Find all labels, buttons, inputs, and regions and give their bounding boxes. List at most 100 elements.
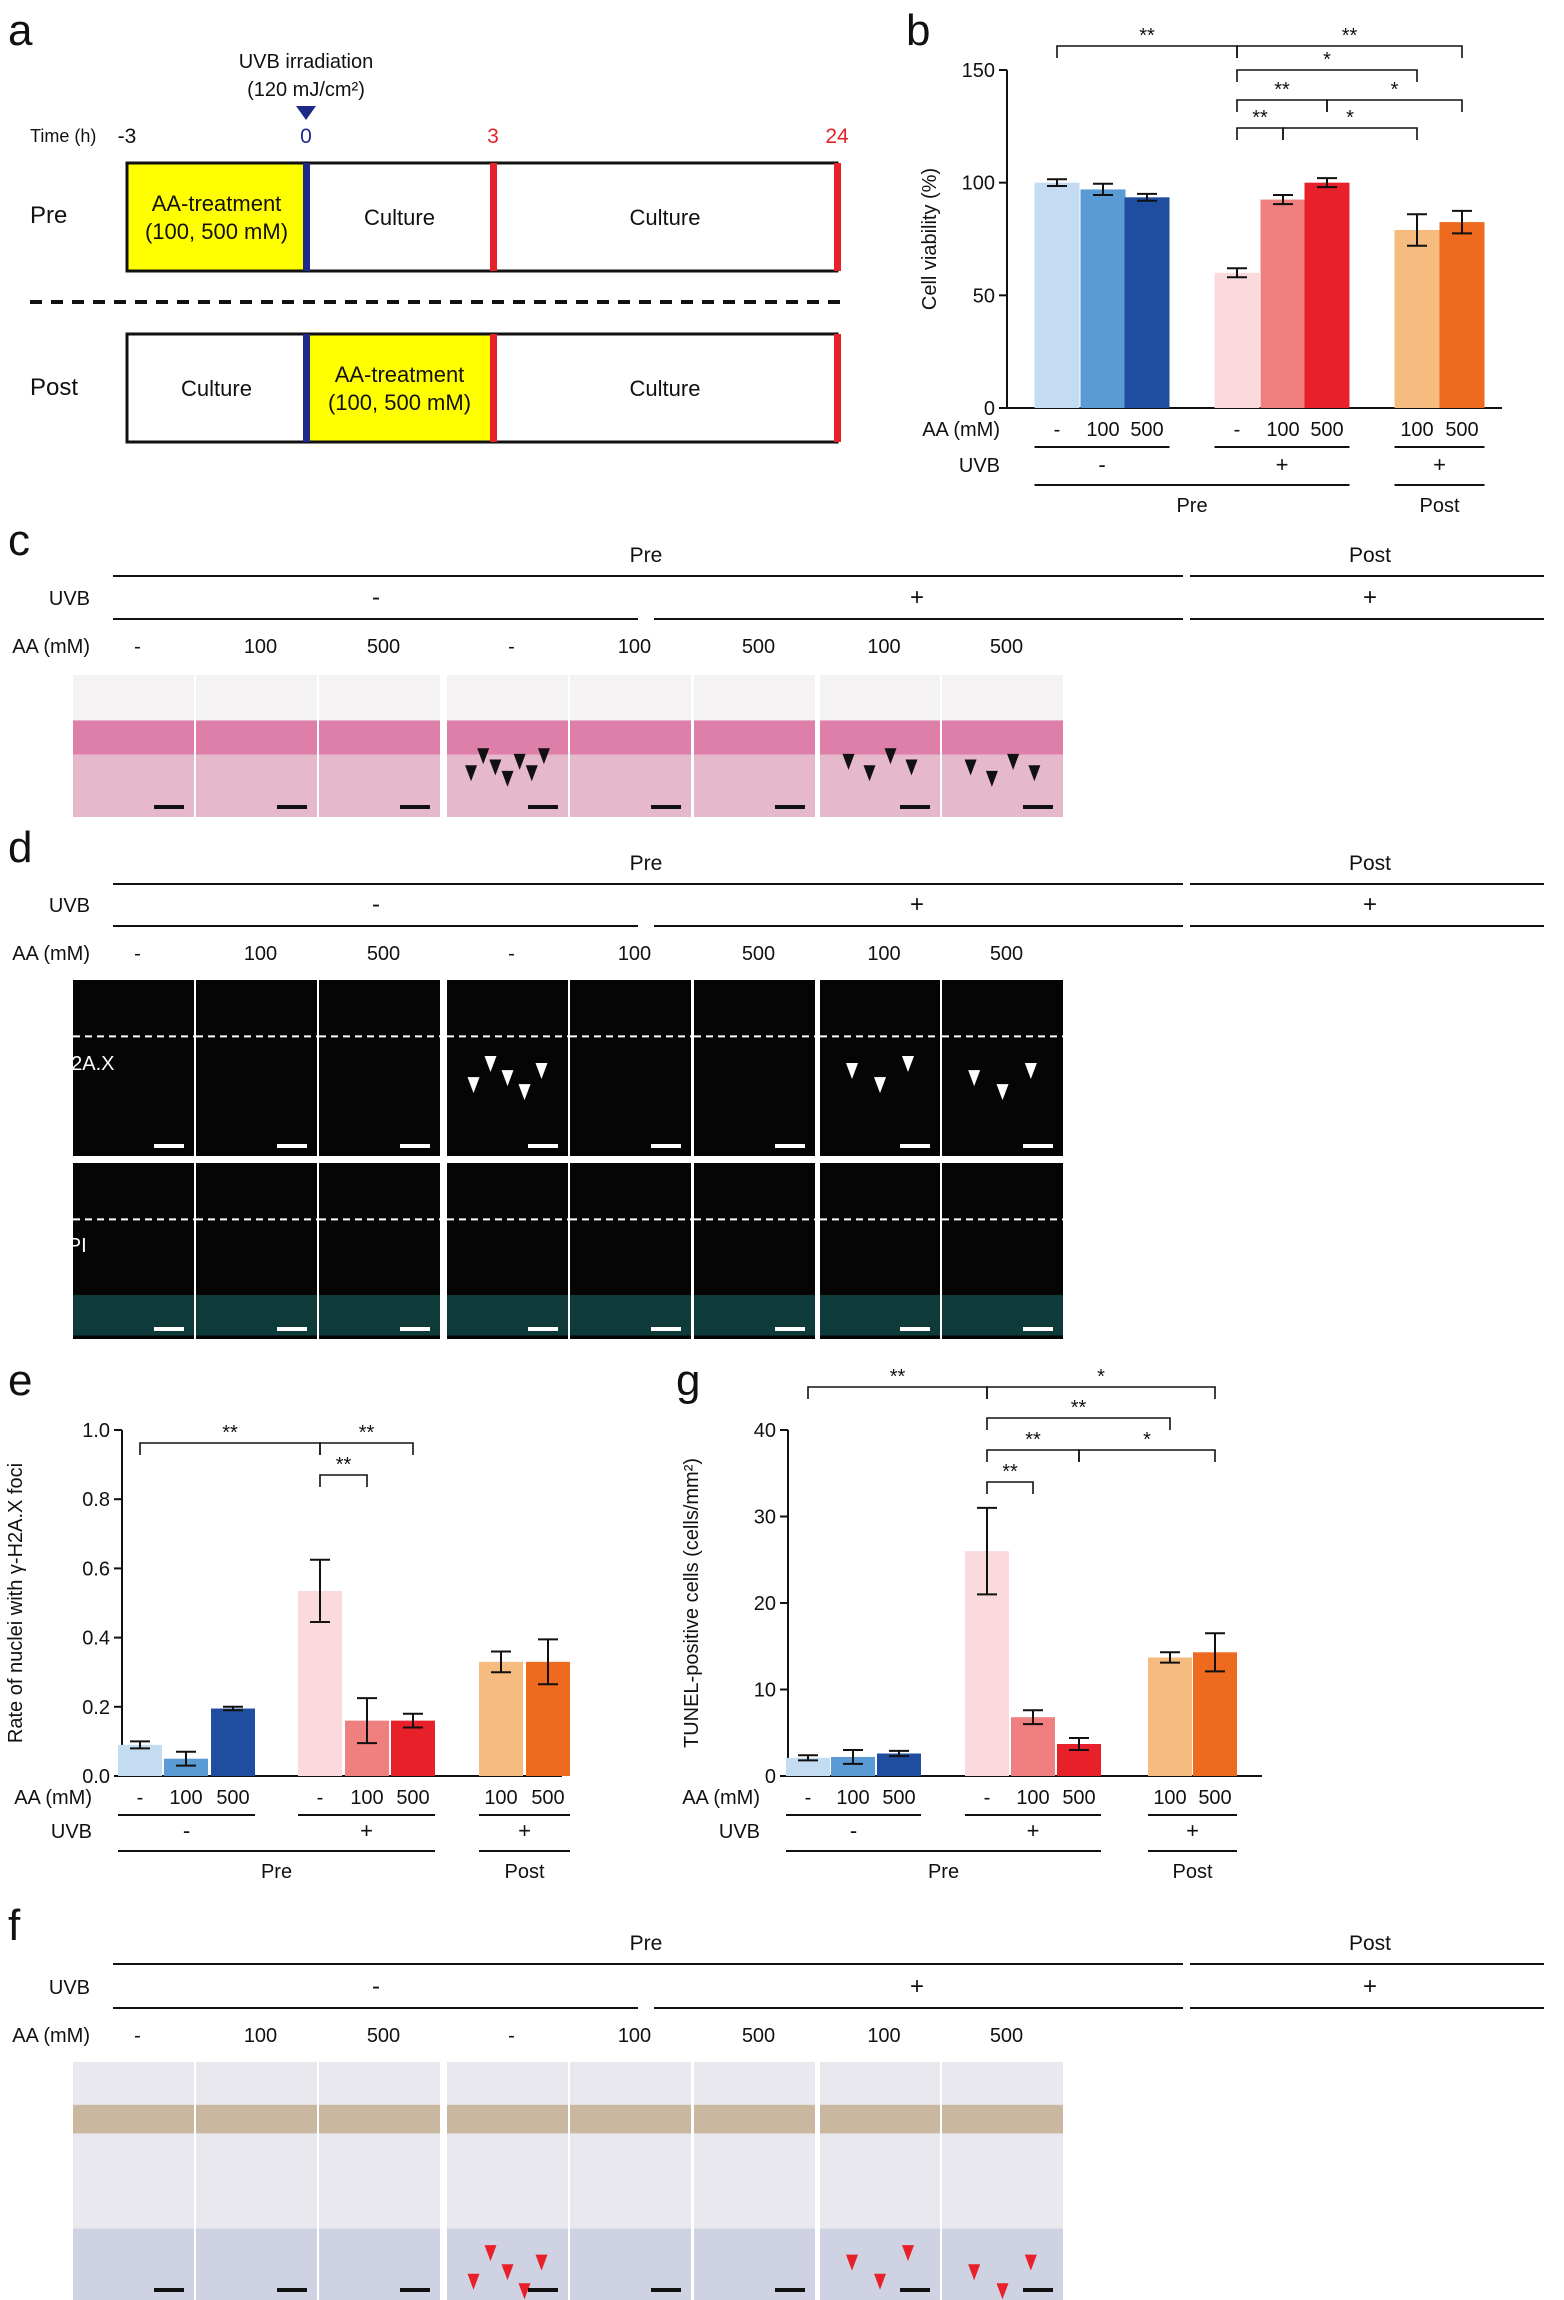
aa-value: 100 <box>484 1787 517 1809</box>
post-label: Post <box>1172 1861 1212 1883</box>
uvb-value: - <box>372 891 380 918</box>
aa-value: 500 <box>1310 419 1343 441</box>
arrowhead-marker <box>501 1070 514 1087</box>
y-tick-label: 0 <box>984 398 995 420</box>
aa-value: 100 <box>867 636 900 658</box>
arrowhead-marker <box>489 759 502 776</box>
gh2ax-image <box>319 980 440 1156</box>
y-tick-label: 0.8 <box>82 1489 110 1511</box>
y-tick-label: 30 <box>754 1507 776 1529</box>
timeline-segment <box>306 334 493 442</box>
significance-bracket <box>986 1386 1216 1399</box>
significance-bracket <box>319 1474 368 1487</box>
arrowhead-marker <box>985 770 998 787</box>
arrowhead-marker <box>902 2245 914 2262</box>
scale-bar <box>651 2288 681 2292</box>
bar <box>1034 182 1080 408</box>
significance-bracket <box>1056 45 1238 58</box>
aa-label: AA (mM) <box>12 943 90 965</box>
aa-value: 500 <box>1445 419 1478 441</box>
y-tick-label: 50 <box>973 285 995 307</box>
uvb-value: - <box>1098 452 1105 477</box>
arrowhead-marker <box>467 1077 480 1094</box>
uvb-value: - <box>850 1818 857 1843</box>
bar <box>1080 189 1126 408</box>
time-label: Time (h) <box>30 126 96 146</box>
arrowhead-marker <box>1007 753 1020 770</box>
aa-value: 100 <box>618 2025 651 2047</box>
y-tick-label: 1.0 <box>82 1420 110 1442</box>
y-axis-label: Rate of nuclei with γ-H2A.X foci <box>5 1463 27 1743</box>
bar <box>1148 1657 1192 1776</box>
arrowhead-marker <box>513 753 526 770</box>
bar <box>164 1758 208 1776</box>
scale-bar <box>154 805 184 809</box>
panel-c-he-images: Pre Post UVB - + + AA (mM) - 100 500 - 100 500 100 500 <box>12 544 1544 817</box>
uvb-row-label: UVB <box>959 455 1000 477</box>
scale-bar <box>277 2288 307 2292</box>
uvb-value: + <box>360 1818 373 1843</box>
scale-bar <box>528 805 558 809</box>
arrowhead-marker <box>884 748 897 765</box>
y-tick-label: 40 <box>754 1420 776 1442</box>
significance-bracket <box>1326 99 1463 112</box>
pre-label: Pre <box>630 544 663 567</box>
aa-value: 100 <box>867 2025 900 2047</box>
significance-label: ** <box>1071 1397 1087 1419</box>
aa-value: 100 <box>1086 419 1119 441</box>
tunel-stratum-corneum <box>447 2104 568 2134</box>
arrowhead-marker <box>874 2273 886 2290</box>
aa-value: 100 <box>836 1787 869 1809</box>
bar <box>1193 1652 1237 1776</box>
panel-letter: e <box>8 1356 32 1405</box>
uvb-value: + <box>910 584 924 611</box>
aa-row-label: AA (mM) <box>682 1787 760 1809</box>
significance-bracket <box>986 1417 1171 1430</box>
arrowhead-marker <box>484 2245 497 2262</box>
scale-bar <box>154 1144 184 1148</box>
arrowhead-marker <box>1024 1063 1037 1080</box>
aa-label: AA (mM) <box>12 2025 90 2047</box>
aa-value: 500 <box>1130 419 1163 441</box>
scale-bar <box>400 805 430 809</box>
time-tick: 3 <box>487 125 499 148</box>
uvb-value: + <box>910 891 924 918</box>
hour24-marker-line <box>834 163 841 271</box>
arrowhead-marker <box>863 765 876 782</box>
scale-bar <box>900 1327 930 1331</box>
segment-label: Culture <box>181 376 252 401</box>
uvb-value: + <box>1276 452 1289 477</box>
significance-bracket <box>1236 127 1284 140</box>
y-tick-label: 150 <box>962 60 995 82</box>
significance-bracket <box>986 1449 1080 1462</box>
post-label: Post <box>1349 544 1391 567</box>
uvb-label: UVB <box>49 1977 90 1999</box>
aa-value: - <box>805 1787 812 1809</box>
pre-label: Pre <box>261 1861 292 1883</box>
uvb-marker-line <box>303 334 310 442</box>
y-tick-label: 20 <box>754 1593 776 1615</box>
aa-value: - <box>508 636 515 658</box>
significance-label: ** <box>1274 79 1290 101</box>
arrowhead-marker <box>501 2264 514 2281</box>
timeline-segment <box>127 163 306 271</box>
uvb-row-label: UVB <box>719 1821 760 1843</box>
uvb-value: + <box>910 1973 924 2000</box>
y-tick-label: 0 <box>765 1766 776 1788</box>
aa-value: 100 <box>1266 419 1299 441</box>
bar <box>1011 1717 1055 1776</box>
panel-a-timeline: UVB irradiation (120 mJ/cm²) Time (h) -3 0 3 2… <box>30 51 849 444</box>
significance-bracket <box>1236 69 1418 82</box>
scale-bar <box>528 1327 558 1331</box>
significance-label: ** <box>1252 107 1268 129</box>
timeline-row-label: Post <box>30 374 78 401</box>
timeline-segment <box>493 163 837 271</box>
panel-e-chart: 0.0 0.2 0.4 0.6 0.8 1.0 Rate of nuclei with γ-… <box>5 1420 570 1883</box>
aa-value: 500 <box>1062 1787 1095 1809</box>
significance-label: * <box>1323 49 1331 71</box>
gh2ax-image <box>73 980 194 1156</box>
panel-letter: d <box>8 823 32 872</box>
arrowhead-marker <box>477 748 490 765</box>
arrowhead-marker <box>525 765 538 782</box>
aa-value: 500 <box>531 1787 564 1809</box>
